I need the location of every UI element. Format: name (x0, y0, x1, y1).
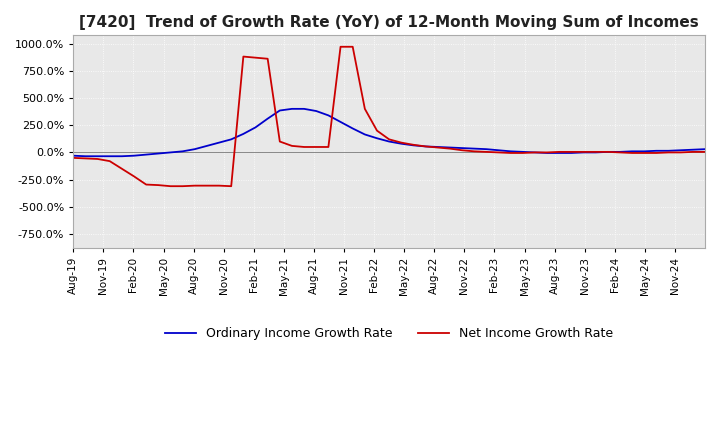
Net Income Growth Rate (69, 155, 78, 161)
Net Income Growth Rate (458, 147, 467, 153)
Ordinary Income Growth Rate (579, 150, 588, 155)
Net Income Growth Rate (470, 149, 479, 154)
Ordinary Income Growth Rate (470, 146, 479, 151)
Net Income Growth Rate (251, 55, 260, 60)
Ordinary Income Growth Rate (69, 153, 78, 158)
Net Income Growth Rate (166, 183, 175, 189)
Ordinary Income Growth Rate (251, 125, 260, 130)
Net Income Growth Rate (336, 44, 345, 49)
Net Income Growth Rate (506, 150, 515, 156)
Ordinary Income Growth Rate (287, 106, 296, 111)
Ordinary Income Growth Rate (458, 146, 467, 151)
Ordinary Income Growth Rate (701, 147, 709, 152)
Legend: Ordinary Income Growth Rate, Net Income Growth Rate: Ordinary Income Growth Rate, Net Income … (160, 322, 618, 345)
Net Income Growth Rate (494, 150, 503, 155)
Ordinary Income Growth Rate (506, 149, 515, 154)
Line: Net Income Growth Rate: Net Income Growth Rate (73, 47, 705, 186)
Ordinary Income Growth Rate (81, 154, 90, 159)
Net Income Growth Rate (701, 149, 709, 154)
Net Income Growth Rate (579, 149, 588, 154)
Ordinary Income Growth Rate (494, 147, 503, 153)
Line: Ordinary Income Growth Rate: Ordinary Income Growth Rate (73, 109, 705, 156)
Title: [7420]  Trend of Growth Rate (YoY) of 12-Month Moving Sum of Incomes: [7420] Trend of Growth Rate (YoY) of 12-… (79, 15, 699, 30)
